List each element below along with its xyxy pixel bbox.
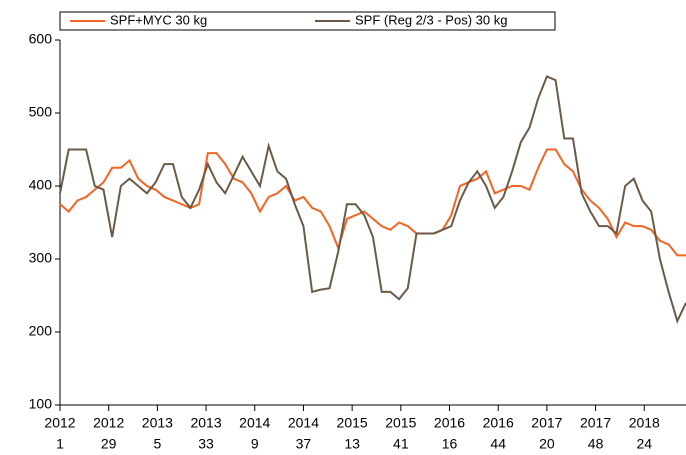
y-tick-label: 600: [29, 31, 53, 47]
x-tick-label: 2016: [483, 415, 514, 431]
x-tick-label: 2014: [288, 415, 319, 431]
x-tick-label: 5: [153, 436, 161, 452]
legend-label: SPF+MYC 30 kg: [110, 12, 207, 27]
y-tick-label: 300: [29, 250, 53, 266]
y-tick-label: 100: [29, 396, 53, 412]
x-tick-label: 13: [344, 436, 360, 452]
x-tick-label: 44: [490, 436, 506, 452]
x-tick-label: 16: [442, 436, 458, 452]
x-tick-label: 2012: [93, 415, 124, 431]
x-tick-label: 33: [198, 436, 214, 452]
x-tick-label: 2013: [142, 415, 173, 431]
x-tick-label: 2015: [337, 415, 368, 431]
y-tick-label: 200: [29, 323, 53, 339]
x-tick-label: 2018: [629, 415, 660, 431]
x-tick-label: 1: [56, 436, 64, 452]
x-tick-label: 2013: [190, 415, 221, 431]
x-tick-label: 2012: [44, 415, 75, 431]
x-tick-label: 9: [251, 436, 259, 452]
x-tick-label: 24: [636, 436, 652, 452]
legend-label: SPF (Reg 2/3 - Pos) 30 kg: [355, 12, 507, 27]
x-tick-label: 2016: [434, 415, 465, 431]
series-line: [59, 75, 686, 324]
x-tick-label: 41: [393, 436, 409, 452]
x-tick-label: 2017: [580, 415, 611, 431]
x-tick-label: 2014: [239, 415, 270, 431]
x-tick-label: 37: [296, 436, 312, 452]
x-tick-label: 29: [101, 436, 117, 452]
y-tick-label: 500: [29, 104, 53, 120]
x-tick-label: 48: [588, 436, 604, 452]
x-tick-label: 20: [539, 436, 555, 452]
legend-box: [59, 11, 556, 31]
y-tick-label: 400: [29, 177, 53, 193]
x-tick-label: 2017: [531, 415, 562, 431]
x-tick-label: 2015: [385, 415, 416, 431]
